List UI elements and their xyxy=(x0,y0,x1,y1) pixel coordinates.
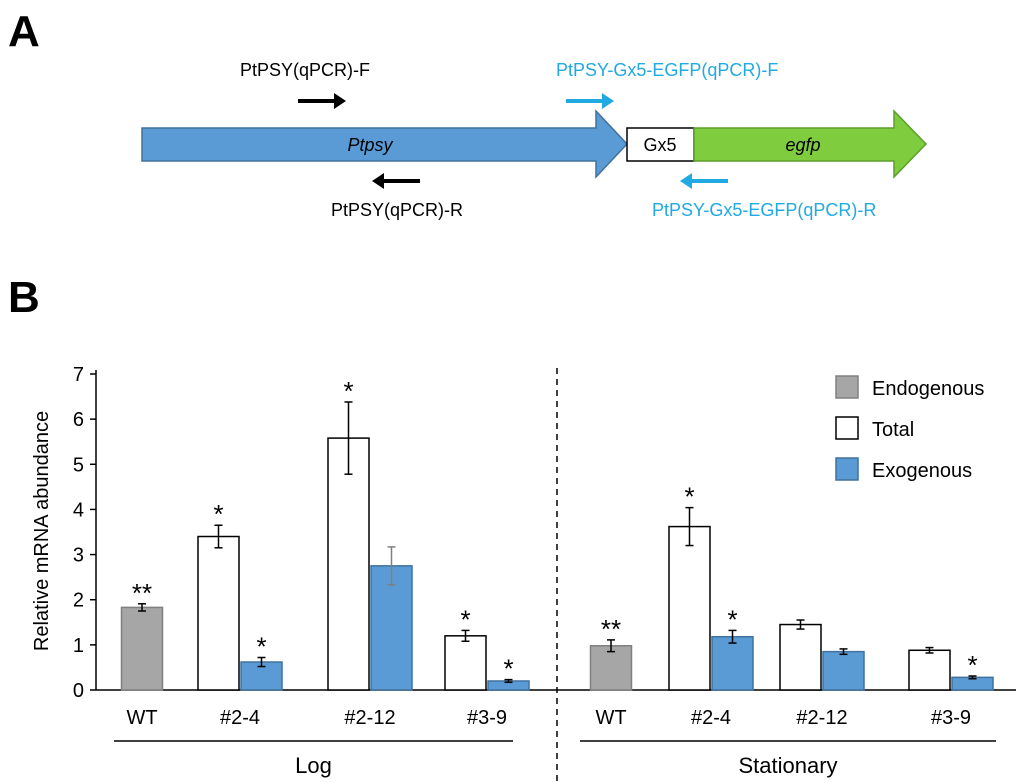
bar-total xyxy=(444,635,487,691)
legend-swatch-endogenous xyxy=(835,375,859,399)
primer-fusion-f-arrow xyxy=(566,93,614,109)
x-category-label: #2-4 xyxy=(691,707,731,729)
bar-endogenous xyxy=(120,606,164,691)
egfp-gene-label: egfp xyxy=(785,135,820,155)
bar-total xyxy=(779,623,822,691)
group-label: Log xyxy=(295,753,332,778)
panel-b-label: B xyxy=(8,273,40,322)
bar-total xyxy=(197,535,240,691)
significance-marker: * xyxy=(343,376,353,406)
bar-exogenous xyxy=(822,650,865,691)
mrna-bar-chart: 0 1 2 3 4 5 6 7 WT #2-4 #2-12 #3-9 WT #2-4 #2-12 #3-9 Lo… xyxy=(73,364,1016,783)
primer-fusion-r-label: PtPSY-Gx5-EGFP(qPCR)-R xyxy=(652,200,877,220)
x-category-label: #3-9 xyxy=(931,707,971,729)
y-tick-label: 1 xyxy=(73,635,84,657)
significance-marker: * xyxy=(684,482,694,512)
y-tick-label: 2 xyxy=(73,590,84,612)
bar-endogenous xyxy=(589,645,633,691)
bar-exogenous xyxy=(370,565,413,691)
legend-label-endogenous: Endogenous xyxy=(872,378,984,400)
primer-ptpsy-f-label: PtPSY(qPCR)-F xyxy=(240,60,371,80)
primer-fusion-f-label: PtPSY-Gx5-EGFP(qPCR)-F xyxy=(556,60,779,80)
bar-total xyxy=(327,437,370,691)
legend-label-exogenous: Exogenous xyxy=(872,460,972,482)
y-tick-label: 3 xyxy=(73,545,84,567)
y-tick-label: 6 xyxy=(73,409,84,431)
y-tick-label: 4 xyxy=(73,499,84,521)
legend-label-total: Total xyxy=(872,419,914,441)
bar-exogenous xyxy=(711,635,754,691)
y-tick-label: 0 xyxy=(73,680,84,702)
x-category-label: #2-12 xyxy=(344,707,395,729)
gene-construct-diagram: Ptpsy Gx5 egfp xyxy=(141,109,928,179)
primer-ptpsy-f-arrow xyxy=(298,93,346,109)
x-category-label: #2-12 xyxy=(796,707,847,729)
significance-marker: ** xyxy=(132,578,152,608)
ptpsy-gene-arrow xyxy=(141,109,629,179)
x-category-label: #2-4 xyxy=(220,707,260,729)
panel-a-label: A xyxy=(8,7,40,56)
egfp-gene-arrow xyxy=(693,109,928,179)
primer-fusion-r-arrow xyxy=(680,173,728,189)
significance-marker: * xyxy=(503,654,513,684)
y-tick-label: 7 xyxy=(73,364,84,386)
bar-total xyxy=(668,525,711,691)
bar-total xyxy=(908,649,951,691)
significance-marker: * xyxy=(213,499,223,529)
legend-swatch-total xyxy=(835,416,859,440)
significance-marker: ** xyxy=(601,614,621,644)
x-category-label: WT xyxy=(595,707,626,729)
primer-ptpsy-r-label: PtPSY(qPCR)-R xyxy=(331,200,464,220)
significance-marker: * xyxy=(727,604,737,634)
group-label: Stationary xyxy=(738,753,837,778)
gx5-tag-label: Gx5 xyxy=(643,135,676,155)
x-category-label: #3-9 xyxy=(467,707,507,729)
significance-marker: * xyxy=(967,650,977,680)
ptpsy-gene-label: Ptpsy xyxy=(347,135,393,155)
x-category-label: WT xyxy=(126,707,157,729)
primer-arrows xyxy=(298,93,728,189)
y-axis-label: Relative mRNA abundance xyxy=(31,411,53,651)
y-tick-label: 5 xyxy=(73,454,84,476)
significance-marker: * xyxy=(256,631,266,661)
primer-ptpsy-r-arrow xyxy=(372,173,420,189)
legend-swatch-exogenous xyxy=(835,457,859,481)
significance-marker: * xyxy=(460,604,470,634)
